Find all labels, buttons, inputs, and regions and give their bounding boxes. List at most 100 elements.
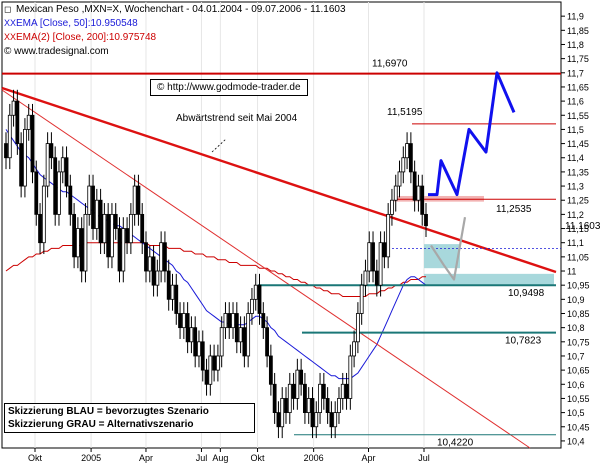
candle-4 — [19, 132, 24, 198]
candle-49 — [189, 316, 194, 354]
level-label-0: 11,6970 — [372, 59, 408, 70]
candle-body-108 — [412, 171, 417, 201]
candle-84 — [321, 372, 326, 410]
candle-11 — [45, 132, 50, 198]
candle-body-5 — [23, 129, 27, 187]
candle-body-64 — [246, 313, 251, 357]
x-tick-label-0: Okt — [28, 453, 43, 463]
candle-62 — [238, 316, 243, 354]
y-tick-label-17: 11,25 — [567, 196, 589, 206]
candle-body-32 — [125, 228, 129, 244]
candle-body-82 — [314, 412, 319, 428]
candle-body-45 — [174, 284, 179, 314]
support-zone — [424, 273, 554, 286]
y-tick-label-22: 11,5 — [567, 125, 584, 135]
candle-body-69 — [265, 327, 269, 357]
candle-41 — [159, 231, 164, 283]
candle-body-27 — [106, 213, 111, 258]
x-tick-label-7: Apr — [362, 453, 376, 463]
candle-body-18 — [72, 213, 77, 258]
candle-body-57 — [219, 327, 224, 357]
candle-82 — [314, 401, 319, 439]
candle-body-77 — [295, 369, 300, 399]
ema50-legend-text: EMA [Close, 50]:10.950548 — [16, 18, 138, 29]
candle-106 — [405, 132, 409, 170]
trend-annotation: Abwärtstrend seit Mai 2004 — [176, 113, 298, 124]
candle-body-14 — [57, 171, 61, 215]
level-label-3: 10,9498 — [508, 288, 545, 299]
y-tick-label-3: 10,55 — [567, 394, 590, 404]
y-tick-label-18: 11,3 — [567, 182, 584, 192]
candle-3 — [15, 89, 20, 155]
candle-24 — [94, 188, 99, 240]
candle-13 — [53, 146, 58, 226]
candle-body-19 — [75, 228, 80, 258]
candle-67 — [257, 273, 262, 325]
url-box: © http://www.godmode-trader.de — [150, 79, 308, 96]
candle-23 — [91, 174, 95, 240]
candle-body-47 — [181, 313, 186, 329]
y-tick-label-1: 10,45 — [567, 422, 590, 432]
candle-69 — [265, 316, 269, 368]
candle-body-91 — [348, 355, 353, 399]
candle-body-63 — [242, 327, 247, 357]
candle-43 — [166, 259, 171, 311]
candle-body-16 — [64, 157, 69, 187]
y-tick-label-14: 11,1 — [567, 238, 584, 248]
y-tick-label-24: 11,6 — [567, 97, 584, 107]
y-tick-label-29: 11,85 — [567, 26, 589, 36]
gray-scenario-path — [430, 217, 467, 281]
candle-92 — [352, 330, 357, 368]
candle-body-80 — [306, 398, 311, 414]
y-tick-label-4: 10,6 — [567, 380, 585, 390]
candle-71 — [272, 372, 277, 424]
candle-body-87 — [333, 412, 338, 428]
x-tick-label-3: Jul — [196, 453, 208, 463]
candle-59 — [227, 302, 232, 339]
candle-body-43 — [166, 270, 171, 300]
candle-body-67 — [257, 284, 262, 314]
y-tick-label-23: 11,55 — [567, 111, 589, 121]
candle-body-65 — [250, 298, 254, 314]
candle-79 — [303, 372, 307, 424]
candle-6 — [26, 103, 31, 141]
candle-65 — [250, 288, 254, 325]
x-tick-label-1: 2005 — [81, 453, 101, 463]
candle-2 — [11, 89, 16, 127]
candle-body-44 — [170, 284, 175, 300]
y-tick-label-26: 11,7 — [567, 68, 584, 78]
candle-body-74 — [284, 398, 288, 414]
candle-body-54 — [208, 355, 213, 385]
candle-63 — [242, 316, 247, 368]
y-tick-label-30: 11,9 — [567, 12, 584, 22]
y-tick-label-19: 11,35 — [567, 167, 589, 177]
blue-scenario-path — [428, 71, 516, 197]
candle-87 — [333, 401, 338, 439]
candle-44 — [170, 273, 175, 311]
candle-55 — [212, 344, 217, 382]
candle-99 — [378, 231, 383, 297]
y-tick-label-7: 10,75 — [567, 337, 590, 347]
level-label-4: 10,7823 — [505, 336, 542, 347]
x-tick-label-2: Apr — [139, 453, 153, 463]
y-tick-label-21: 11,45 — [567, 139, 589, 149]
candle-74 — [284, 387, 288, 424]
candle-body-36 — [140, 213, 145, 244]
candle-86 — [329, 401, 334, 439]
candle-78 — [299, 358, 304, 396]
candle-body-46 — [178, 313, 182, 329]
candle-95 — [363, 259, 368, 297]
candle-body-2 — [11, 100, 16, 116]
candle-31 — [121, 217, 126, 283]
candle-20 — [79, 217, 84, 283]
y-tick-label-15: 11,15 — [567, 224, 589, 234]
candle-9 — [38, 203, 42, 255]
candle-body-83 — [318, 383, 322, 414]
candle-body-10 — [41, 185, 46, 244]
candle-83 — [318, 372, 322, 424]
candle-body-99 — [378, 242, 383, 286]
candle-94 — [359, 273, 364, 325]
candle-body-101 — [386, 213, 391, 258]
candle-body-31 — [121, 228, 126, 272]
